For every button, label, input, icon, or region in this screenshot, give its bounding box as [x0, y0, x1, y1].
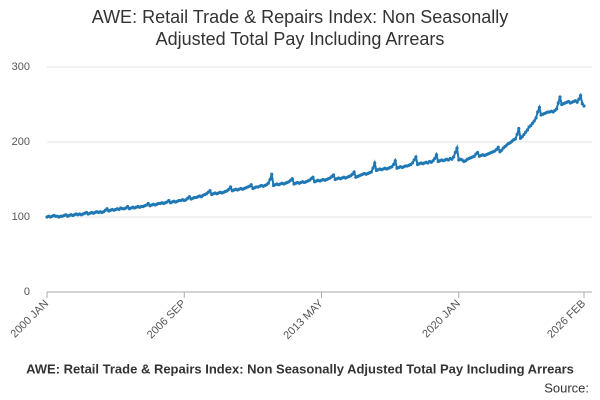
data-point	[554, 107, 559, 111]
y-tick-label: 100	[12, 211, 30, 223]
x-tick-label: 2006 SEP	[145, 298, 189, 342]
data-point	[556, 101, 560, 105]
data-point	[517, 126, 521, 131]
data-point	[331, 173, 336, 177]
data-point	[412, 158, 416, 162]
data-point	[126, 204, 130, 209]
data-point	[500, 148, 504, 152]
data-point	[414, 155, 418, 159]
data-point	[393, 159, 397, 163]
data-point	[391, 162, 396, 167]
chart-title: AWE: Retail Trade & Repairs Index: Non S…	[92, 7, 509, 27]
data-point	[450, 157, 454, 161]
data-point	[268, 177, 272, 182]
data-point	[410, 161, 415, 165]
y-tick-label: 0	[24, 286, 30, 298]
data-point	[270, 172, 274, 176]
data-point	[513, 137, 517, 141]
data-point	[532, 119, 536, 123]
footer-title: AWE: Retail Trade & Repairs Index: Non S…	[26, 361, 574, 376]
data-point	[352, 170, 356, 174]
data-point	[266, 181, 270, 185]
data-point	[208, 189, 212, 193]
data-point	[496, 145, 500, 149]
data-point	[577, 97, 581, 101]
data-point	[472, 154, 476, 158]
data-point	[434, 153, 439, 157]
data-point	[452, 155, 456, 159]
data-point	[350, 172, 354, 176]
data-point	[537, 105, 541, 110]
data-point	[453, 150, 457, 155]
data-point	[578, 93, 583, 98]
data-point	[390, 165, 394, 169]
data-point	[371, 166, 375, 170]
data-point	[228, 185, 233, 189]
data-point	[105, 207, 109, 211]
data-point	[373, 161, 377, 165]
data-point	[311, 175, 315, 179]
x-tick-label: 2013 MAY	[281, 297, 326, 342]
data-point	[530, 121, 535, 125]
data-point	[187, 195, 191, 199]
data-point	[455, 146, 459, 150]
x-tick-label: 2020 JAN	[420, 298, 463, 341]
data-point	[536, 110, 540, 114]
data-point	[290, 177, 294, 181]
data-point	[575, 100, 579, 104]
data-line	[46, 92, 585, 219]
data-point	[522, 132, 526, 137]
data-point	[167, 198, 171, 203]
source: Source:	[544, 380, 589, 395]
y-tick-label: 300	[12, 61, 30, 73]
data-point	[431, 159, 435, 163]
data-point	[227, 187, 231, 191]
data-point	[525, 128, 529, 132]
data-point	[582, 104, 586, 108]
data-point	[515, 132, 519, 137]
data-point	[494, 147, 499, 152]
data-point	[580, 102, 584, 106]
data-point	[520, 135, 524, 139]
chart-title: Adjusted Total Pay Including Arrears	[156, 29, 445, 49]
data-point	[369, 170, 373, 174]
y-tick-label: 200	[12, 136, 30, 148]
data-point	[433, 156, 437, 161]
data-point	[534, 116, 538, 120]
data-point	[146, 201, 150, 206]
data-point	[476, 150, 480, 155]
data-point	[529, 123, 533, 128]
data-point	[249, 183, 253, 187]
x-tick-label: 2000 JAN	[9, 298, 52, 341]
data-point	[558, 95, 562, 99]
data-point	[524, 130, 528, 134]
x-tick-label: 2026 FEB	[545, 298, 588, 341]
